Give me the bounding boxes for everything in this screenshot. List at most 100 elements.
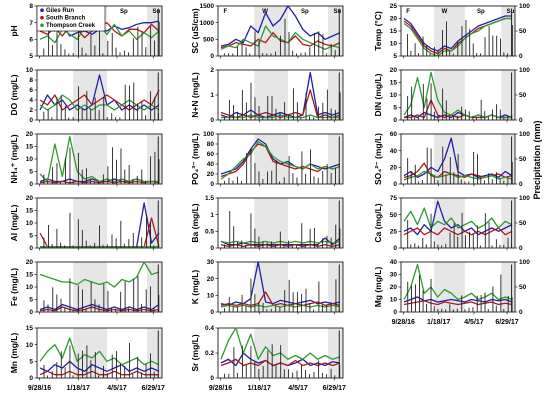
y-tick-label: 8 <box>29 77 33 84</box>
legend-entry: South Branch <box>46 16 86 22</box>
y-tick-label: 0.5 <box>205 229 214 236</box>
series-line <box>39 135 159 183</box>
precip-tick-label: 0 <box>519 245 523 252</box>
y-tick-label: 50 <box>390 212 398 219</box>
y-axis-label: DIN (mg/L) <box>373 73 383 116</box>
x-tick-label: 9/28/16 <box>392 319 415 326</box>
precip-bars <box>223 8 340 56</box>
season-shade <box>328 328 343 378</box>
precip-tick-label: 100 <box>519 195 530 202</box>
y-tick-label: 0 <box>393 117 397 124</box>
y-tick-label: 20 <box>26 259 34 266</box>
y-tick-label: 10 <box>26 342 34 349</box>
precip-bars <box>43 136 160 184</box>
y-tick-label: 0 <box>393 309 397 316</box>
y-tick-label: 10 <box>26 284 34 291</box>
precip-tick-label: 100 <box>519 131 530 138</box>
y-tick-label: 0 <box>210 117 214 124</box>
y-tick-label: 30 <box>390 272 398 279</box>
y-tick-label: 80 <box>207 141 215 148</box>
series-line <box>220 89 341 119</box>
x-tick-label: 9/28/16 <box>209 385 232 392</box>
precip-tick-label: 100 <box>519 3 530 10</box>
series-line <box>403 200 513 236</box>
precip-bars <box>407 136 513 184</box>
y-tick-label: 1.5 <box>205 195 214 202</box>
y-tick-label: 0 <box>210 245 214 252</box>
y-tick-label: 1500 <box>200 3 215 10</box>
season-label: W <box>262 9 268 15</box>
chart-panel: 0 2 4 6 8 10 DO (mg/L) <box>9 67 163 124</box>
series-line <box>403 227 513 236</box>
season-label: Su <box>507 9 515 15</box>
y-tick-label: 5 <box>29 53 33 60</box>
y-tick-label: 5 <box>393 105 397 112</box>
y-axis-label: DO (mg/L) <box>9 74 19 115</box>
y-tick-label: 0 <box>29 309 33 316</box>
y-axis-label: Mg (mg/L) <box>373 267 383 308</box>
precip-bars <box>43 264 160 312</box>
legend-entry: Thompson Creek <box>46 23 96 29</box>
precip-bars <box>43 200 159 248</box>
y-tick-label: 500 <box>203 37 214 44</box>
precip-tick-label: 0 <box>519 53 523 60</box>
season-shade <box>73 262 107 312</box>
precip-tick-label: 50 <box>519 284 527 291</box>
y-tick-label: 1 <box>210 212 214 219</box>
y-tick-label: 20 <box>207 276 215 283</box>
series-line <box>39 89 160 111</box>
y-tick-label: 20 <box>390 16 398 23</box>
y-tick-label: 0 <box>29 245 33 252</box>
precip-tick-label: 50 <box>519 220 527 227</box>
y-axis-label: Fe (mg/L) <box>9 268 19 306</box>
x-tick-label: 6/29/17 <box>495 319 518 326</box>
precip-bars <box>407 200 513 248</box>
season-label: F <box>406 9 410 15</box>
chart-panel: 0 25 50 75 Ca (mg/L) 0 50 100 <box>373 195 530 252</box>
season-shade <box>147 198 162 248</box>
y-tick-label: 60 <box>207 151 215 158</box>
y-axis-label: Mn (mg/L) <box>9 333 19 374</box>
chart-panel: 0 0.5 1 1.5 Ba (mg/L) <box>190 195 344 252</box>
y-tick-label: 20 <box>390 165 398 172</box>
season-shade <box>147 328 162 378</box>
y-axis-label: PO₄³⁻ (mg/L) <box>190 133 200 185</box>
series-line <box>39 370 159 376</box>
season-shade <box>254 70 288 120</box>
y-tick-label: 0 <box>393 245 397 252</box>
y-tick-label: 10 <box>207 293 215 300</box>
chart-panel: 0 5 10 15 20 DIN (mg/L) 0 50 100 <box>373 67 530 124</box>
series-line <box>39 303 160 311</box>
y-tick-label: 20 <box>390 67 398 74</box>
y-tick-label: 0 <box>210 309 214 316</box>
y-tick-label: 15 <box>26 272 34 279</box>
precip-bars <box>43 330 159 378</box>
y-tick-label: 60 <box>390 131 398 138</box>
series-line <box>221 114 340 119</box>
legend-swatch <box>40 8 44 12</box>
series-line <box>403 263 513 301</box>
y-tick-label: 0 <box>29 375 33 382</box>
legend-entry: Giles Run <box>46 8 74 14</box>
precip-bars <box>407 72 513 120</box>
season-label: Sp <box>301 9 309 15</box>
chart-panel: 0 20 40 60 SO₄²⁻ (mg/L) 0 50 100 <box>373 131 530 188</box>
y-tick-label: 8 <box>29 3 33 10</box>
x-tick-label: 4/5/17 <box>464 319 484 326</box>
legend-box <box>36 5 106 32</box>
season-label: W <box>442 9 448 15</box>
season-label: Su <box>153 9 161 15</box>
series-line <box>39 180 160 184</box>
chart-panel: 0 1 2 N+N (mg/L) <box>190 67 344 124</box>
series-line <box>39 337 160 366</box>
y-tick-label: 40 <box>390 259 398 266</box>
chart-panel: 0 5 10 15 20 NH₄⁺ (mg/L) <box>9 131 163 188</box>
y-tick-label: 5 <box>393 53 397 60</box>
series-line <box>220 140 341 180</box>
precip-bars <box>224 200 341 248</box>
y-tick-label: 5 <box>29 297 33 304</box>
x-tick-label: 1/18/17 <box>427 319 450 326</box>
series-line <box>39 306 160 312</box>
